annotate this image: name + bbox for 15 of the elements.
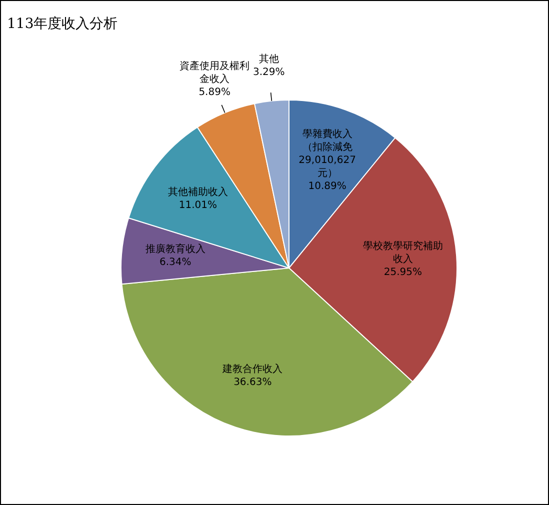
slice-label: 學校教學研究補助收入 (362, 240, 443, 266)
slice-label: 推廣教育收入 (144, 243, 206, 256)
data-label: 6.34% (158, 256, 192, 270)
slice-label: 其他補助收入 (166, 186, 229, 200)
slice-label: 資產使用及權利金收入 (178, 60, 251, 86)
data-label: 25.95% (382, 266, 423, 280)
data-label: 3.29% (253, 67, 285, 78)
data-label: 36.63% (232, 376, 273, 390)
data-label: 10.89% (307, 180, 348, 193)
data-label: 11.01% (178, 199, 218, 212)
slice-label: 學雜費收入（扣除減免29,010,627元） (298, 128, 357, 180)
chart-title: 113年度收入分析 (7, 15, 118, 33)
data-label: 5.89% (198, 86, 232, 100)
slice-label: 其他 (258, 54, 279, 66)
slice-label: 建教合作收入 (222, 363, 284, 376)
